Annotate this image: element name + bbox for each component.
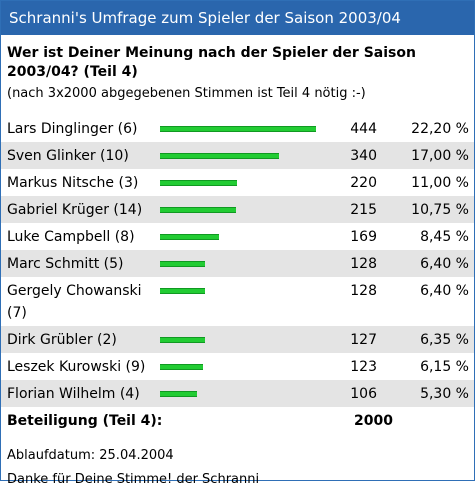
thanks-text: Danke für Deine Stimme! der Schranni: [7, 472, 260, 487]
vote-bar: [160, 337, 205, 343]
vote-bar-track: [157, 172, 312, 194]
vote-count: 220: [350, 175, 377, 191]
vote-bar: [160, 364, 203, 370]
vote-count: 169: [350, 229, 377, 245]
candidate-row: Gabriel Krüger (14) 215 10,75 %: [1, 196, 474, 223]
vote-percent: 17,00 %: [411, 148, 469, 164]
candidate-row: Lars Dinglinger (6) 444 22,20 %: [1, 115, 474, 142]
vote-bar-track: [157, 226, 312, 248]
candidate-name: Luke Campbell (8): [7, 229, 135, 245]
vote-bar: [160, 261, 205, 267]
vote-bar: [160, 207, 236, 213]
candidate-name: Sven Glinker (10): [7, 148, 129, 164]
poll-footer: Ablaufdatum: 25.04.2004 Danke für Deine …: [1, 444, 474, 492]
candidate-row: Luke Campbell (8) 169 8,45 %: [1, 223, 474, 250]
total-value: 2000: [354, 413, 393, 429]
candidate-row: Gergely Chowanski (7) 128 6,40 %: [1, 277, 474, 326]
vote-count: 123: [350, 359, 377, 375]
vote-count: 215: [350, 202, 377, 218]
vote-bar-track: [157, 145, 312, 167]
total-label: Beteiligung (Teil 4):: [7, 413, 163, 429]
vote-bar: [160, 234, 219, 240]
candidate-row: Florian Wilhelm (4) 106 5,30 %: [1, 380, 474, 407]
vote-bar-track: [157, 253, 312, 275]
results-list: Lars Dinglinger (6) 444 22,20 % Sven Glinke…: [1, 115, 474, 492]
candidate-row: Marc Schmitt (5) 128 6,40 %: [1, 250, 474, 277]
candidate-name: Gabriel Krüger (14): [7, 202, 143, 218]
vote-count: 127: [350, 332, 377, 348]
vote-count: 128: [350, 283, 377, 299]
vote-bar: [160, 153, 279, 159]
vote-percent: 6,40 %: [420, 256, 469, 272]
total-row: Beteiligung (Teil 4): 2000: [1, 407, 474, 432]
candidate-name: Lars Dinglinger (6): [7, 121, 138, 137]
vote-count: 128: [350, 256, 377, 272]
vote-bar-track: [157, 280, 312, 302]
candidate-row: Dirk Grübler (2) 127 6,35 %: [1, 326, 474, 353]
vote-percent: 11,00 %: [411, 175, 469, 191]
candidate-name: Leszek Kurowski (9): [7, 359, 146, 375]
poll-title: Schranni's Umfrage zum Spieler der Saiso…: [1, 1, 474, 35]
vote-count: 106: [350, 386, 377, 402]
vote-bar-track: [157, 329, 312, 351]
vote-percent: 5,30 %: [420, 386, 469, 402]
candidate-name: Marc Schmitt (5): [7, 256, 124, 272]
candidate-row: Leszek Kurowski (9) 123 6,15 %: [1, 353, 474, 380]
vote-bar: [160, 180, 237, 186]
vote-percent: 6,35 %: [420, 332, 469, 348]
vote-bar-track: [157, 199, 312, 221]
candidate-row: Markus Nitsche (3) 220 11,00 %: [1, 169, 474, 196]
candidate-name: Dirk Grübler (2): [7, 332, 117, 348]
vote-bar-track: [157, 118, 316, 140]
candidate-name: Gergely Chowanski (7): [7, 283, 142, 321]
poll-question: Wer ist Deiner Meinung nach der Spieler …: [7, 45, 416, 80]
vote-bar: [160, 288, 205, 294]
vote-bar-track: [157, 383, 312, 405]
deadline-text: Ablaufdatum: 25.04.2004: [7, 448, 174, 463]
vote-count: 340: [350, 148, 377, 164]
candidate-name: Florian Wilhelm (4): [7, 386, 140, 402]
candidate-rows: Lars Dinglinger (6) 444 22,20 % Sven Glinke…: [1, 115, 474, 407]
vote-percent: 10,75 %: [411, 202, 469, 218]
vote-percent: 22,20 %: [411, 121, 469, 137]
vote-count: 444: [350, 121, 377, 137]
vote-percent: 6,40 %: [420, 283, 469, 299]
vote-percent: 8,45 %: [420, 229, 469, 245]
vote-bar: [160, 126, 316, 132]
poll-note: (nach 3x2000 abgegebenen Stimmen ist Tei…: [7, 86, 366, 101]
divider: [1, 432, 474, 434]
vote-percent: 6,15 %: [420, 359, 469, 375]
vote-bar: [160, 391, 197, 397]
candidate-name: Markus Nitsche (3): [7, 175, 139, 191]
candidate-row: Sven Glinker (10) 340 17,00 %: [1, 142, 474, 169]
vote-bar-track: [157, 356, 312, 378]
